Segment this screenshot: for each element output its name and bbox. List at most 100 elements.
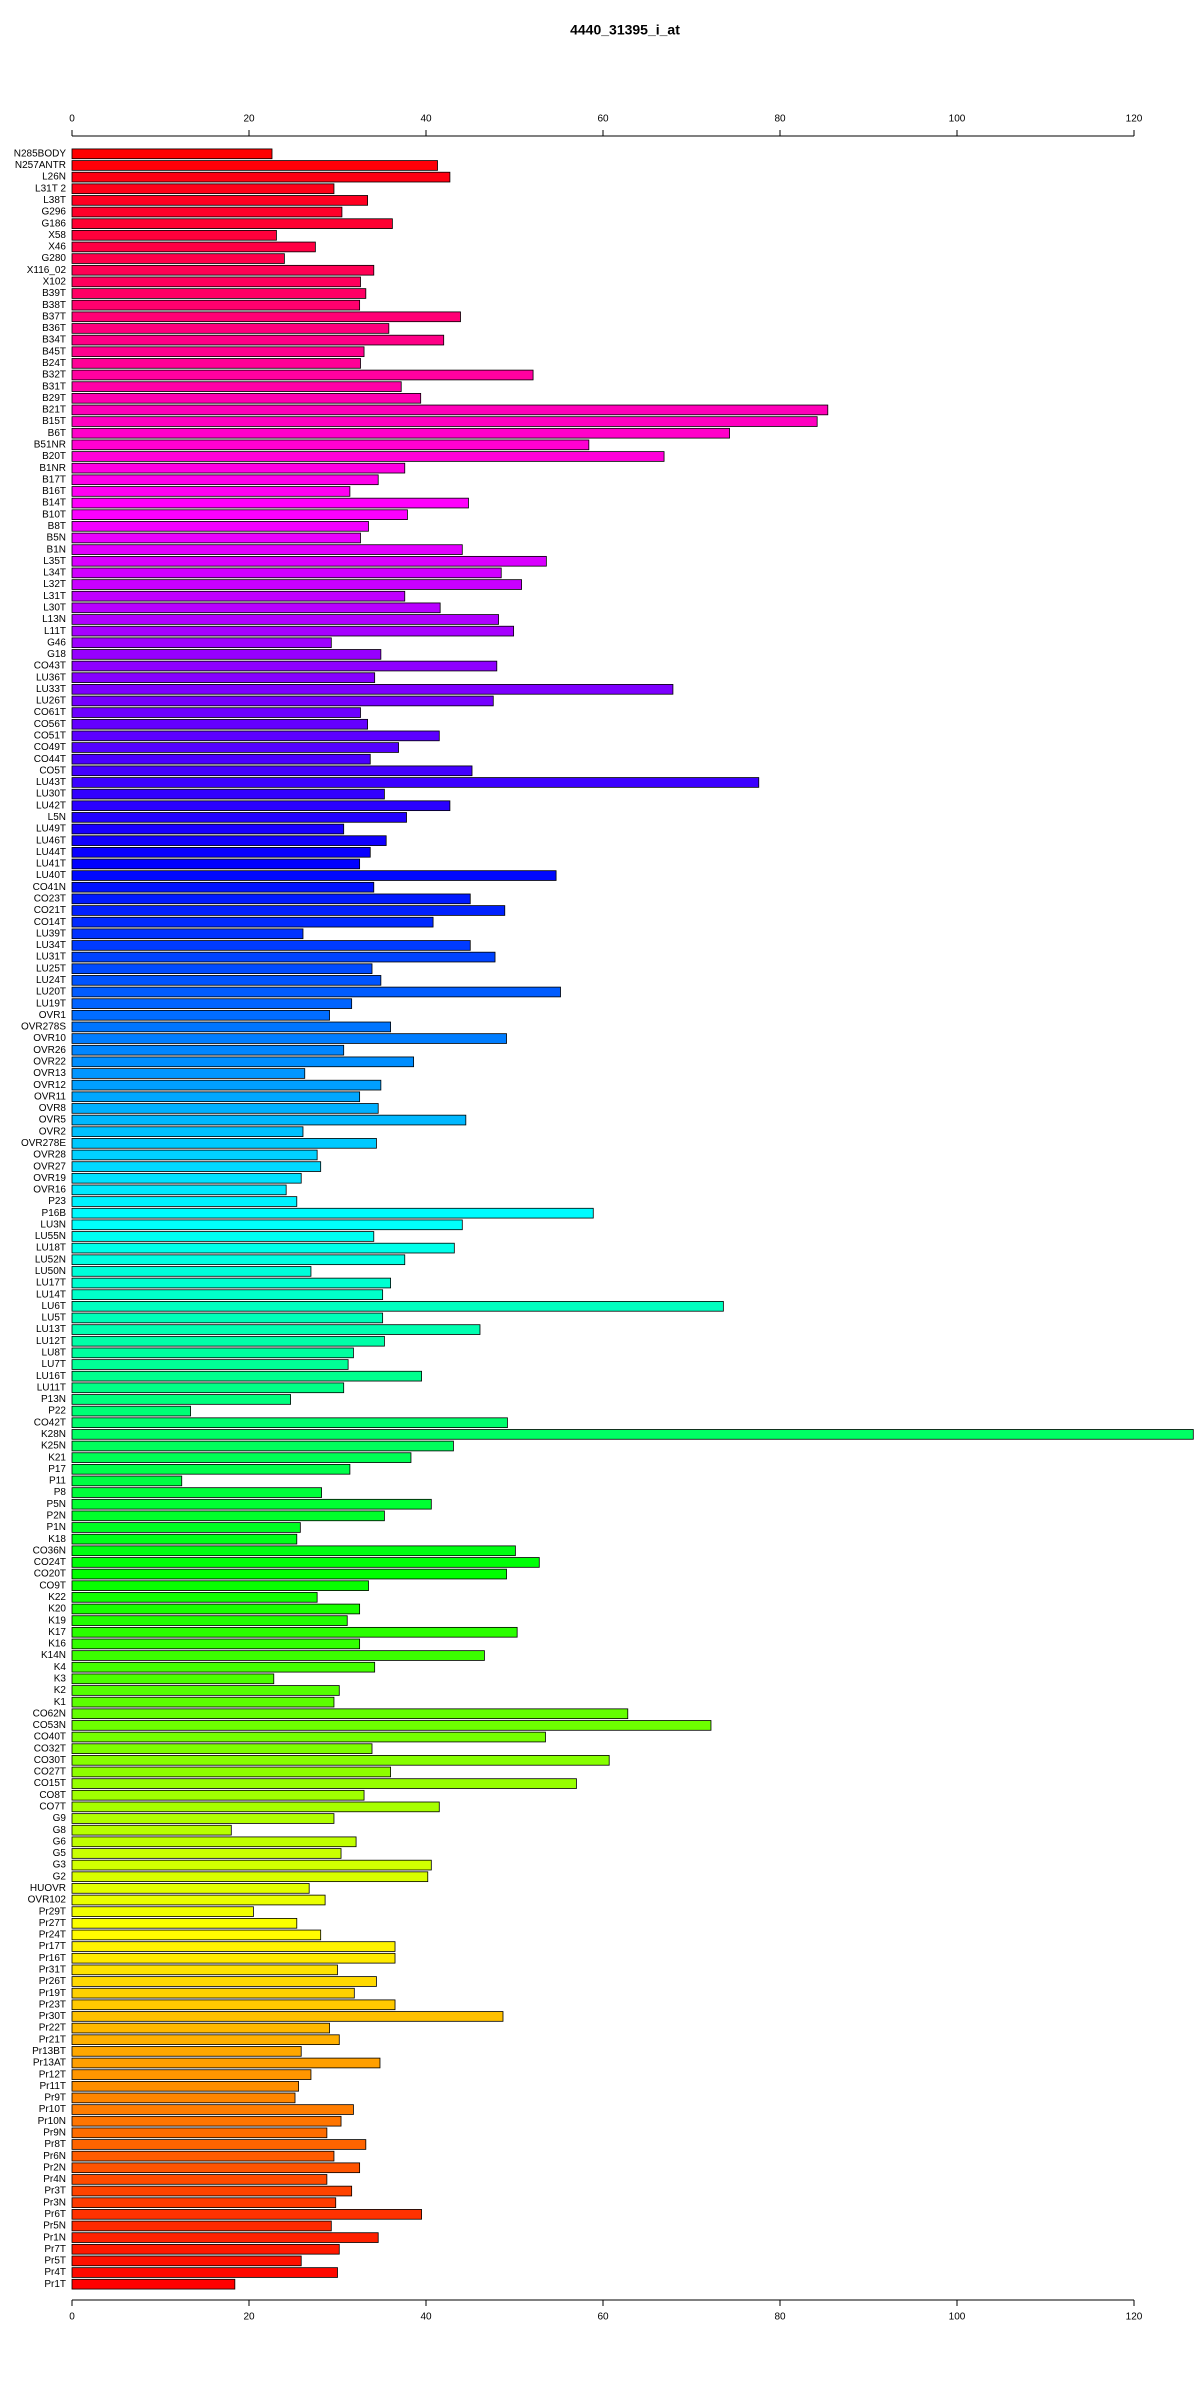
y-tick-label: P16B	[42, 1208, 67, 1219]
y-tick-label: B1NR	[39, 463, 66, 474]
bar	[71, 1196, 298, 1207]
bar	[71, 707, 361, 718]
bar	[71, 2185, 353, 2197]
bar	[71, 1533, 298, 1545]
y-tick-label: LU30T	[36, 789, 66, 800]
bar	[71, 602, 441, 614]
bar	[71, 870, 557, 881]
bar	[71, 2034, 340, 2046]
y-tick-label: G296	[42, 207, 67, 218]
y-tick-label: CO43T	[34, 661, 66, 672]
bar	[71, 777, 760, 788]
y-tick-label: LU14T	[36, 1289, 66, 1300]
y-tick-label: OVR5	[39, 1115, 67, 1126]
bar	[71, 1405, 191, 1417]
bar	[71, 555, 547, 567]
y-tick-label: L32T	[43, 579, 66, 590]
y-tick-label: OVR278E	[21, 1138, 66, 1149]
bar	[71, 1312, 384, 1324]
y-tick-label: B10T	[42, 509, 66, 520]
y-tick-label: L11T	[44, 626, 66, 637]
y-tick-label: OVR27	[33, 1161, 66, 1172]
bar	[71, 835, 387, 846]
bar	[71, 1731, 546, 1743]
y-tick-label: G9	[53, 1813, 67, 1824]
y-tick-label: B34T	[42, 335, 66, 346]
y-tick-label: K19	[48, 1615, 66, 1626]
y-tick-label: Pr2N	[43, 2162, 66, 2173]
y-tick-label: X58	[48, 230, 66, 241]
y-tick-label: CO8T	[39, 1790, 66, 1801]
y-tick-label: LU55N	[35, 1231, 66, 1242]
bar	[71, 288, 367, 299]
y-tick-label: Pr24T	[39, 1930, 66, 1941]
y-tick-label: LU11T	[37, 1382, 66, 1393]
y-tick-label: N257ANTR	[15, 160, 66, 171]
y-tick-label: B5N	[47, 533, 66, 544]
y-tick-label: G2	[53, 1871, 67, 1882]
y-tick-label: B37T	[42, 311, 66, 322]
y-tick-label: CO56T	[34, 719, 66, 730]
bar	[71, 1592, 318, 1603]
y-tick-label: K21	[48, 1452, 66, 1463]
bar	[71, 718, 368, 730]
y-tick-label: Pr4T	[44, 2267, 66, 2278]
y-tick-label: P17	[48, 1464, 66, 1475]
bar	[71, 532, 361, 544]
y-tick-label: Pr11T	[40, 2081, 67, 2092]
bar	[71, 206, 343, 218]
y-tick-label: CO40T	[34, 1732, 66, 1743]
bar	[71, 753, 371, 765]
y-tick-label: LU13T	[36, 1324, 66, 1335]
bar	[71, 1789, 365, 1801]
bar	[71, 2174, 328, 2185]
bar	[71, 1568, 507, 1580]
bar	[71, 1883, 310, 1894]
bar	[71, 684, 674, 695]
y-tick-label: Pr9N	[43, 2127, 66, 2138]
x-tick-label: 100	[949, 2312, 966, 2323]
bar	[71, 590, 406, 602]
y-tick-label: Pr6N	[43, 2151, 66, 2162]
x-tick-label: 40	[420, 2312, 432, 2323]
bar	[71, 998, 353, 1009]
bar	[71, 1347, 354, 1359]
bar	[71, 637, 332, 649]
bar	[71, 358, 361, 369]
bar	[71, 1964, 338, 1976]
bar	[71, 1626, 518, 1638]
y-tick-label: Pr17T	[39, 1941, 66, 1952]
y-tick-label: K28N	[41, 1429, 66, 1440]
y-tick-label: X116_02	[27, 265, 67, 276]
y-tick-label: B15T	[42, 416, 66, 427]
bar	[71, 1522, 301, 1533]
bar	[71, 800, 451, 812]
y-tick-label: G8	[53, 1825, 67, 1836]
bar	[71, 1266, 312, 1277]
bar	[71, 416, 818, 427]
bar	[71, 2220, 332, 2232]
y-tick-label: LU16T	[36, 1371, 66, 1382]
bar	[71, 1638, 361, 1650]
y-tick-label: CO62N	[33, 1708, 66, 1719]
bar	[71, 1429, 1194, 1440]
bar	[71, 1394, 291, 1405]
y-tick-label: Pr27T	[39, 1918, 66, 1929]
y-tick-label: Pr10T	[39, 2104, 66, 2115]
y-tick-label: OVR8	[39, 1103, 67, 1114]
y-tick-label: Pr7T	[44, 2244, 66, 2255]
y-tick-label: LU7T	[42, 1359, 66, 1370]
y-tick-label: LU6T	[42, 1301, 66, 1312]
y-tick-label: G46	[47, 637, 66, 648]
y-tick-label: Pr19T	[39, 1988, 66, 1999]
bar	[71, 276, 361, 288]
bar	[71, 1976, 377, 1987]
bar	[71, 1778, 577, 1789]
bar	[71, 241, 316, 253]
bar	[71, 1941, 396, 1952]
y-tick-label: K4	[54, 1662, 67, 1673]
bar	[71, 614, 499, 625]
bar	[71, 1289, 384, 1300]
y-tick-label: G280	[42, 253, 67, 264]
y-tick-label: Pr9T	[44, 2093, 66, 2104]
